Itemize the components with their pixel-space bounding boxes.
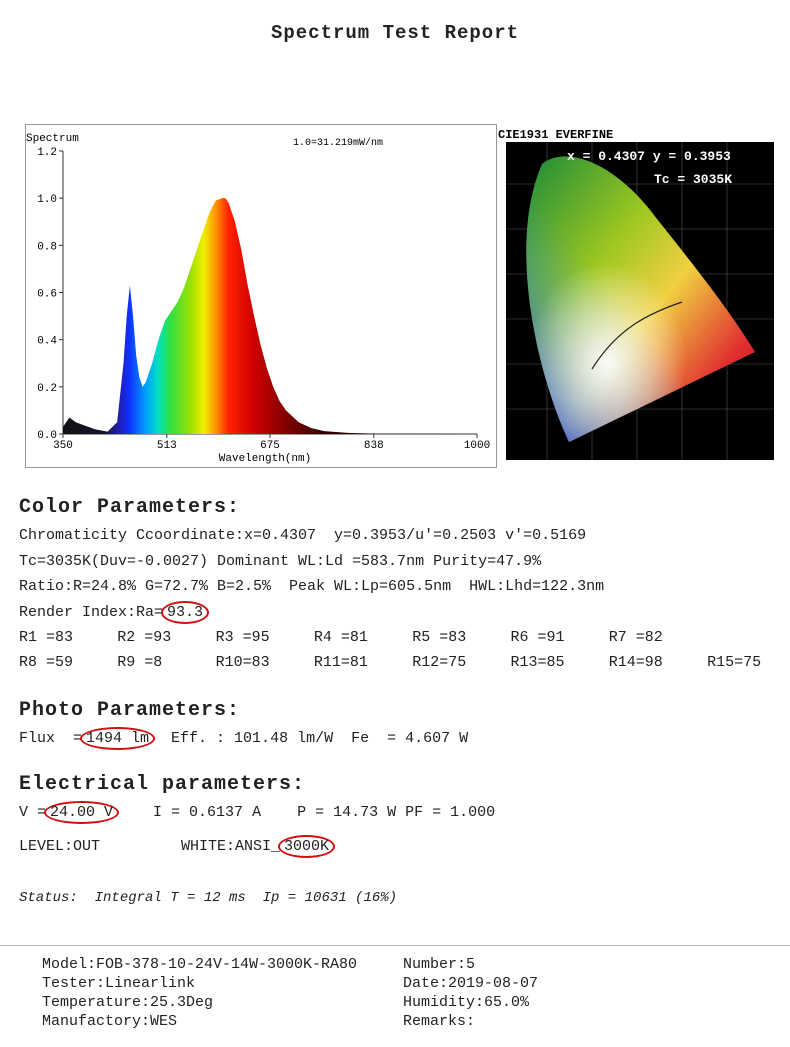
level: LEVEL:OUT (19, 838, 101, 855)
flux-line: Flux = 1494 lm Eff. : 101.48 lm/W Fe = 4.… (19, 727, 469, 750)
footer-field: Date:2019-08-07 (403, 975, 539, 992)
cie-gamut-white (526, 156, 755, 442)
section-heading: Photo Parameters: (19, 699, 241, 722)
value: I = 0.6137 A P = 14.73 W PF = 1.000 (153, 804, 496, 821)
r-value: R12=75 (412, 654, 467, 671)
footer-field: Humidity:65.0% (403, 994, 530, 1011)
y-tick-label: 0.2 (37, 383, 57, 395)
x-tick-label: 838 (364, 440, 384, 452)
r-value: R10=83 (215, 654, 270, 671)
x-axis-label: Wavelength(nm) (219, 453, 311, 465)
report-title: Spectrum Test Report (270, 22, 520, 44)
r-value: R4 =81 (313, 629, 368, 646)
label: Flux = (19, 730, 83, 747)
highlight: 24.00 V (44, 801, 120, 824)
label: Render Index:Ra= (19, 604, 164, 621)
y-tick-label: 0.4 (37, 336, 57, 348)
r-value: R13=85 (510, 654, 565, 671)
x-tick-label: 675 (260, 440, 280, 452)
spectrum-chart: Spectrum 1.0=31.219mW/nm Wavelength(nm) … (25, 124, 497, 468)
r-value: R9 =8 (117, 654, 163, 671)
footer-field: Model:FOB-378-10-24V-14W-3000K-RA80 (42, 956, 358, 973)
voltage-line: V = 24.00 V I = 0.6137 A P = 14.73 W PF =… (19, 801, 496, 824)
r-value: R6 =91 (510, 629, 565, 646)
highlight: 93.3 (161, 601, 210, 624)
cie-diagram: CIE1931 EVERFINE x = 0.4307 y = 0.3953 T… (498, 128, 774, 460)
chart-subtitle: 1.0=31.219mW/nm (293, 137, 383, 149)
x-tick-label: 350 (53, 440, 73, 452)
x-tick-label: 513 (157, 440, 177, 452)
cie-coordinates: x = 0.4307 y = 0.3953 (567, 149, 731, 164)
highlight: 1494 lm (80, 727, 156, 750)
cie-title: CIE1931 EVERFINE (498, 128, 613, 142)
y-tick-label: 1.2 (37, 147, 57, 159)
r-value: R7 =82 (608, 629, 663, 646)
r-value: R1 =83 (19, 629, 74, 646)
cie-tc: Tc = 3035K (654, 172, 732, 187)
label: V = (19, 804, 47, 821)
y-tick-label: 0.6 (37, 289, 57, 301)
r-value: R3 =95 (215, 629, 270, 646)
param-line: Tc=3035K(Duv=-0.0027) Dominant WL:Ld =58… (19, 553, 542, 570)
white-line: WHITE:ANSI_ 3000K (181, 835, 336, 858)
footer-field: Number:5 (403, 956, 476, 973)
r-value: R14=98 (608, 654, 663, 671)
divider (0, 945, 790, 946)
status: Status: Integral T = 12 ms Ip = 10631 (1… (19, 890, 398, 906)
r-value: R11=81 (313, 654, 368, 671)
spectrum-area (63, 198, 477, 434)
r-value: R8 =59 (19, 654, 74, 671)
section-heading: Color Parameters: (19, 496, 241, 519)
section-heading: Electrical parameters: (19, 773, 306, 796)
r-value: R5 =83 (412, 629, 467, 646)
y-tick-label: 0.0 (37, 430, 57, 442)
render-index: Render Index:Ra= 93.3 (19, 601, 210, 624)
footer-field: Temperature:25.3Deg (42, 994, 214, 1011)
param-line: Ratio:R=24.8% G=72.7% B=2.5% Peak WL:Lp=… (19, 578, 605, 595)
r-value: R15=75 (707, 654, 762, 671)
footer-field: Manufactory:WES (42, 1013, 178, 1030)
footer-field: Remarks: (403, 1013, 476, 1030)
planck-locus (591, 301, 683, 370)
y-tick-label: 0.8 (37, 241, 57, 253)
highlight: 3000K (278, 835, 336, 858)
x-tick-label: 1000 (464, 440, 490, 452)
param-line: Chromaticity Ccoordinate:x=0.4307 y=0.39… (19, 527, 587, 544)
y-tick-label: 1.0 (37, 194, 57, 206)
r-value: R2 =93 (117, 629, 172, 646)
chart-title: Spectrum (26, 133, 79, 145)
value: Eff. : 101.48 lm/W Fe = 4.607 W (171, 730, 469, 747)
label: WHITE:ANSI_ (181, 838, 281, 855)
footer-field: Tester:Linearlink (42, 975, 196, 992)
